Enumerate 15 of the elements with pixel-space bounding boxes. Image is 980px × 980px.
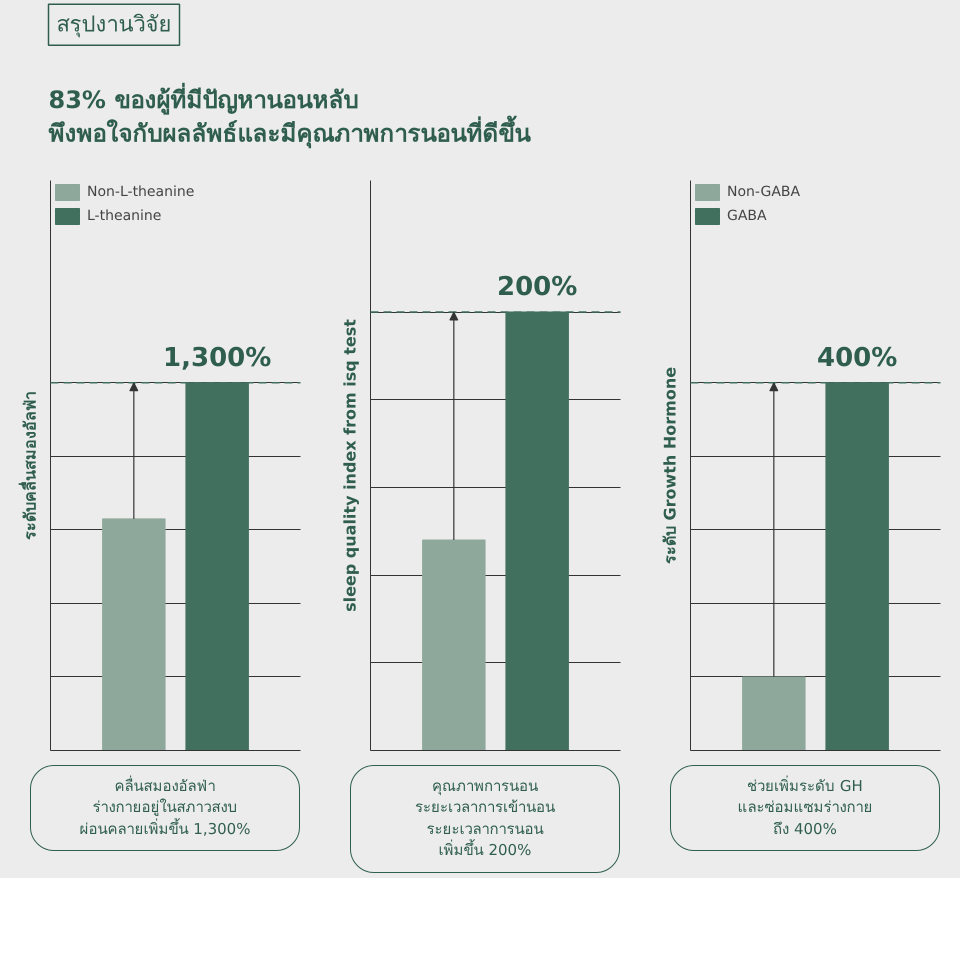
text: คลื่นสมองอัลฟ่า ร่างกายอยู่ในสภาวสงบ ผ่อนคลายเพิ่มขึ้น 1,300%: [80, 776, 250, 840]
text: สรุปงานวิจัย: [56, 12, 172, 38]
annotation: 400%: [817, 342, 898, 373]
y-axis-title: sleep quality index from isq test: [340, 318, 360, 612]
legend-label: Non-GABA: [727, 184, 800, 200]
text: 83% ของผู้ที่มีปัญหานอนหลับ พึงพอใจกับผลลัพธ์และมีคุณภาพการนอนที่ดีขึ้น: [48, 82, 532, 150]
legend-label: GABA: [727, 208, 767, 224]
y-axis-title: ระดับคลื่นสมองอัลฟ่า: [18, 391, 40, 540]
legend-label: Non-L-theanine: [87, 184, 194, 200]
annotation: 200%: [497, 272, 578, 302]
text: คุณภาพการนอน ระยะเวลาการเข้านอน ระยะเวลาการนอน เพิ่มขึ้น 200%: [415, 776, 555, 862]
y-axis-title: ระดับ Growth Hormone: [660, 366, 680, 564]
annotation: 1,300%: [163, 342, 272, 373]
legend-label: L-theanine: [87, 208, 162, 224]
text: ช่วยเพิ่มระดับ GH และซ่อมแซมร่างกาย ถึง 400%: [738, 776, 872, 840]
